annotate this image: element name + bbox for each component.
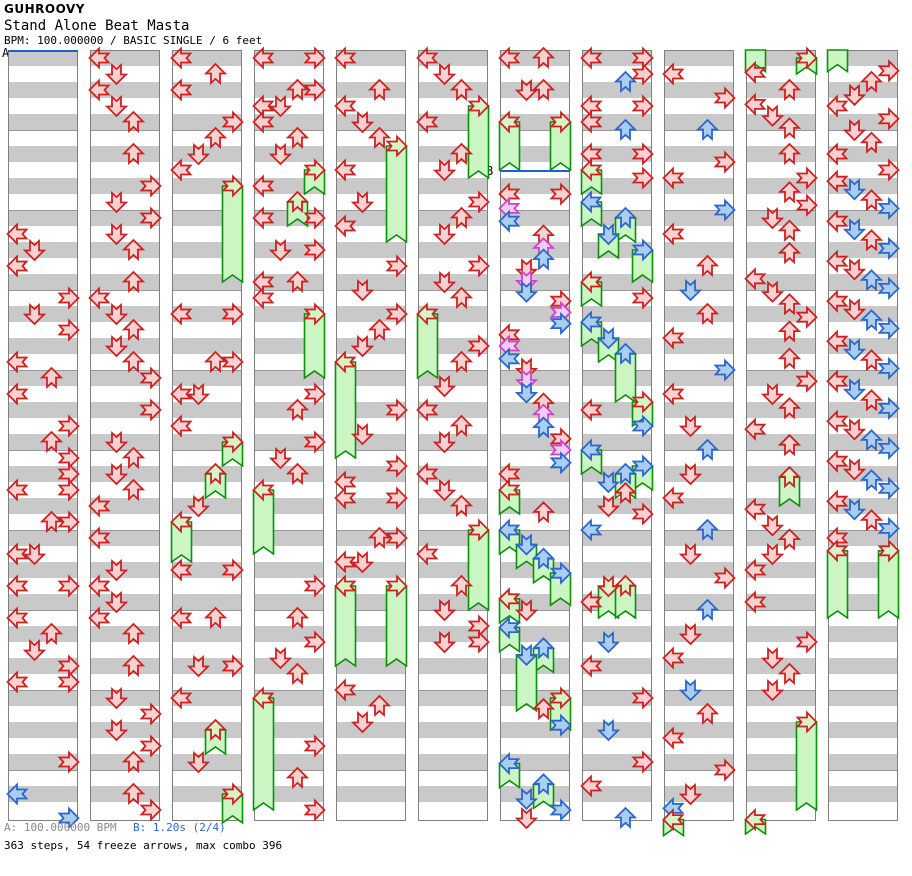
artist-name: GUHROOVY [4,2,85,16]
section-b-marker: B [486,164,494,178]
footer-step-summary: 363 steps, 54 freeze arrows, max combo 3… [4,839,283,852]
song-title: Stand Alone Beat Masta [4,18,190,34]
step-chart-column [252,46,326,822]
step-chart-column [416,46,490,821]
section-a-marker: A [2,46,10,60]
footer-section-b-info: B: 1.20s (2/4) [133,821,226,834]
step-chart-column [826,49,900,821]
step-chart-column [744,46,818,836]
step-chart-column [170,46,244,825]
step-chart-column [88,46,162,822]
step-chart-column [662,50,736,838]
bpm-difficulty-meta: BPM: 100.000000 / BASIC SINGLE / 6 feet [4,34,263,47]
step-chart-column [580,46,654,830]
step-chart-column [6,50,80,830]
footer-section-a-bpm: A: 100.000000 BPM [4,821,117,834]
step-chart-column [334,46,408,821]
step-chart-column [498,46,572,830]
